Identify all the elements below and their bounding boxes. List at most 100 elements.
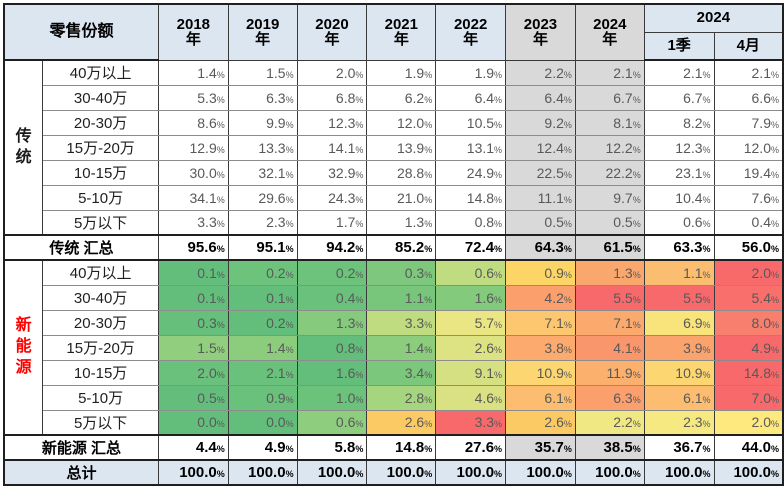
value-cell: 2.1%: [574, 59, 645, 86]
summary-value-cell: 44.0%: [713, 434, 784, 461]
table-row: 10-15万 2.0% 2.1% 1.6% 3.4% 9.1% 10.9% 11.9% 10.9…: [4, 359, 784, 386]
percent-sign: %: [632, 244, 641, 254]
percent-sign: %: [494, 469, 503, 479]
segment-label: 15万-20万: [42, 334, 159, 361]
summary-value-cell: 61.5%: [574, 234, 645, 261]
summary-value-cell: 95.6%: [157, 234, 229, 261]
value-cell: 11.1%: [505, 184, 576, 211]
total-label: 总计: [3, 459, 159, 486]
value-cell: 4.9%: [713, 334, 784, 361]
percent-sign: %: [424, 344, 433, 355]
value-cell: 1.0%: [296, 384, 368, 411]
value-cell: 0.2%: [227, 259, 298, 286]
percent-sign: %: [216, 169, 225, 180]
summary-value-cell: 4.4%: [157, 434, 229, 461]
value-cell: 10.5%: [435, 109, 507, 136]
percent-sign: %: [702, 294, 711, 305]
percent-sign: %: [424, 219, 433, 230]
percent-sign: %: [632, 469, 641, 479]
summary-value-cell: 4.9%: [227, 434, 298, 461]
value-cell: 2.8%: [366, 384, 437, 411]
value-cell: 2.6%: [435, 334, 507, 361]
percent-sign: %: [702, 194, 711, 205]
value-cell: 1.7%: [296, 209, 368, 236]
segment-label: 20-30万: [42, 109, 159, 136]
value-cell: 0.9%: [505, 259, 576, 286]
percent-sign: %: [285, 144, 294, 155]
value-cell: 21.0%: [366, 184, 437, 211]
subperiod-header-0: 1季: [643, 31, 715, 61]
value-cell: 5.4%: [713, 284, 784, 311]
percent-sign: %: [355, 369, 364, 380]
value-cell: 7.0%: [713, 384, 784, 411]
value-cell: 2.0%: [713, 409, 784, 436]
percent-sign: %: [770, 294, 779, 305]
segment-label: 40万以上: [42, 59, 159, 86]
value-cell: 6.6%: [713, 84, 784, 111]
percent-sign: %: [285, 269, 294, 280]
percent-sign: %: [494, 344, 503, 355]
percent-sign: %: [702, 119, 711, 130]
percent-sign: %: [285, 69, 294, 80]
value-cell: 8.0%: [713, 309, 784, 336]
summary-value-cell: 94.2%: [296, 234, 368, 261]
value-cell: 0.5%: [574, 209, 645, 236]
percent-sign: %: [285, 169, 294, 180]
percent-sign: %: [770, 419, 779, 430]
percent-sign: %: [285, 369, 294, 380]
value-cell: 10.9%: [643, 359, 715, 386]
segment-label: 10-15万: [42, 359, 159, 386]
percent-sign: %: [563, 444, 572, 454]
value-cell: 1.4%: [157, 59, 229, 86]
percent-sign: %: [216, 269, 225, 280]
year-header-2022: 2022 年: [435, 3, 507, 61]
table-row: 15万-20万 12.9% 13.3% 14.1% 13.9% 13.1% 12.4% 12.…: [4, 134, 784, 161]
value-cell: 8.2%: [643, 109, 715, 136]
percent-sign: %: [424, 169, 433, 180]
percent-sign: %: [494, 444, 503, 454]
percent-sign: %: [285, 194, 294, 205]
summary-row-trad: 传统 汇总 95.6% 95.1% 94.2% 85.2% 72.4% 64.3% 61.5%…: [3, 234, 784, 261]
percent-sign: %: [632, 94, 641, 105]
percent-sign: %: [632, 119, 641, 130]
percent-sign: %: [770, 369, 779, 380]
value-cell: 0.8%: [296, 334, 368, 361]
percent-sign: %: [216, 469, 225, 479]
value-cell: 1.4%: [227, 334, 298, 361]
percent-sign: %: [632, 344, 641, 355]
summary-value-cell: 56.0%: [713, 234, 784, 261]
percent-sign: %: [285, 394, 294, 405]
percent-sign: %: [702, 169, 711, 180]
percent-sign: %: [285, 344, 294, 355]
summary-value-cell: 14.8%: [366, 434, 437, 461]
value-cell: 2.3%: [227, 209, 298, 236]
percent-sign: %: [216, 244, 225, 254]
value-cell: 32.1%: [227, 159, 298, 186]
value-cell: 13.3%: [227, 134, 298, 161]
year-header-2023: 2023 年: [505, 3, 576, 61]
value-cell: 2.1%: [713, 59, 784, 86]
percent-sign: %: [702, 469, 711, 479]
summary-value-cell: 27.6%: [435, 434, 507, 461]
summary-value-cell: 36.7%: [643, 434, 715, 461]
value-cell: 4.2%: [505, 284, 576, 311]
percent-sign: %: [563, 469, 572, 479]
total-value-cell: 100.0%: [296, 459, 368, 486]
percent-sign: %: [494, 244, 503, 254]
value-cell: 5.7%: [435, 309, 507, 336]
value-cell: 2.6%: [505, 409, 576, 436]
value-cell: 0.1%: [227, 284, 298, 311]
summary-value-cell: 95.1%: [227, 234, 298, 261]
value-cell: 6.4%: [435, 84, 507, 111]
value-cell: 34.1%: [157, 184, 229, 211]
summary-value-cell: 38.5%: [574, 434, 645, 461]
total-value-cell: 100.0%: [574, 459, 645, 486]
percent-sign: %: [770, 69, 779, 80]
value-cell: 9.9%: [227, 109, 298, 136]
table-row: 15万-20万 1.5% 1.4% 0.8% 1.4% 2.6% 3.8% 4.1% 3.9% 4…: [4, 334, 784, 361]
section-label-trad: 传 统: [3, 59, 44, 236]
value-cell: 2.3%: [643, 409, 715, 436]
table-title-cell: 零售份额: [3, 3, 159, 61]
percent-sign: %: [424, 69, 433, 80]
percent-sign: %: [424, 294, 433, 305]
